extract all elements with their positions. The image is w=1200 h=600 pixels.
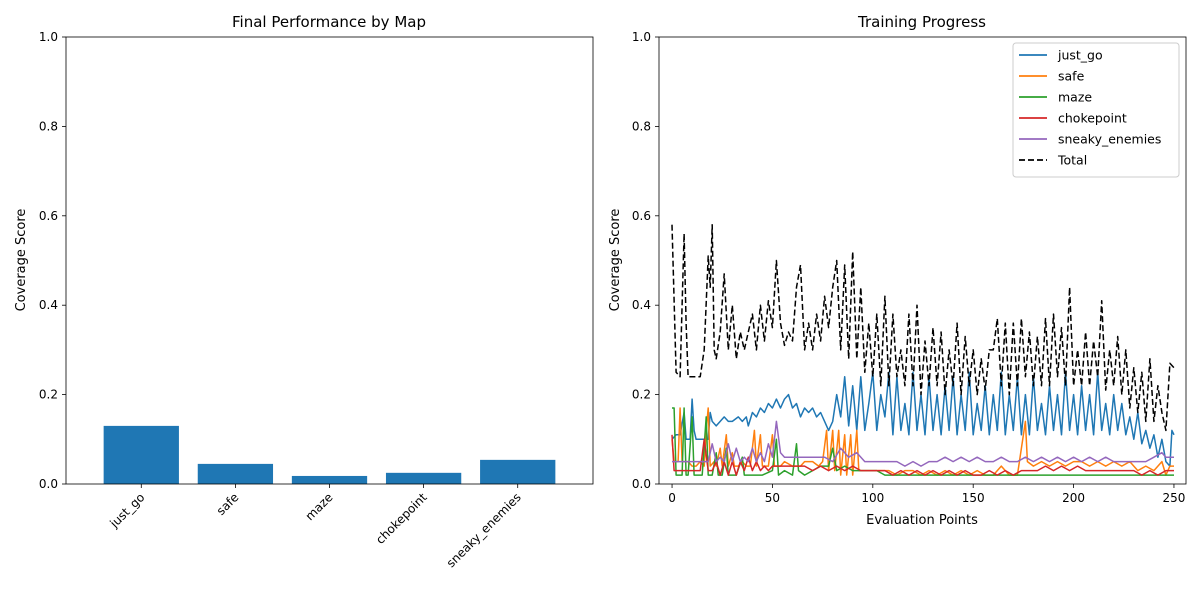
bar-chart-bars [103,425,556,484]
y-tick-label: 0.8 [632,119,651,133]
y-tick-label: 1.0 [632,30,651,44]
legend-label: just_go [1057,48,1103,63]
x-tick-label: 150 [962,491,985,505]
y-tick-label: 0.0 [632,477,651,491]
x-tick-label: 250 [1163,491,1186,505]
legend-label: sneaky_enemies [1058,132,1161,147]
bar-just_go [103,425,179,484]
line-chart-ylabel: Coverage Score [608,209,623,312]
y-tick-label: 0.0 [39,477,58,491]
series-line-chokepoint [671,434,1174,476]
legend-label: safe [1058,69,1085,84]
line-chart-axes: 0 50 100 150 200 250 0.0 0.2 0.4 0.6 0.8 1.0 [632,30,1187,505]
y-tick-label: 0.8 [39,119,58,133]
bar-chart-title: Final Performance by Map [232,13,426,31]
plot-frame [65,36,594,485]
line-chart-xlabel: Evaluation Points [866,513,978,528]
plot-frame [658,36,1187,485]
legend-label: Total [1057,153,1087,168]
series-line-Total [671,223,1175,432]
bar-chokepoint [385,472,462,484]
x-tick-label: 50 [765,491,780,505]
x-tick-label: 200 [1062,491,1085,505]
legend-label: chokepoint [1058,111,1127,126]
y-tick-label: 0.4 [39,298,58,312]
y-tick-label: 0.6 [39,209,58,223]
legend-label: maze [1058,90,1092,105]
y-tick-label: 0.4 [632,298,651,312]
bar-chart-ylabel: Coverage Score [14,209,29,312]
line-chart-panel: Training Progress Evaluation Points Cove… [608,13,1187,528]
x-tick-label: 100 [861,491,884,505]
series-line-maze [672,407,1174,476]
bar-sneaky_enemies [480,459,556,484]
series-group [671,223,1175,476]
line-chart-series [671,223,1175,476]
y-tick-label: 1.0 [39,30,58,44]
series-line-sneaky_enemies [672,420,1174,467]
line-chart-title: Training Progress [857,13,986,31]
y-tick-label: 0.6 [632,209,651,223]
y-tick-label: 0.2 [39,388,58,402]
bar-maze [291,475,368,484]
x-tick-label: 0 [668,491,676,505]
y-tick-label: 0.2 [632,388,651,402]
bar-safe [197,463,274,484]
legend-box [1012,42,1180,178]
